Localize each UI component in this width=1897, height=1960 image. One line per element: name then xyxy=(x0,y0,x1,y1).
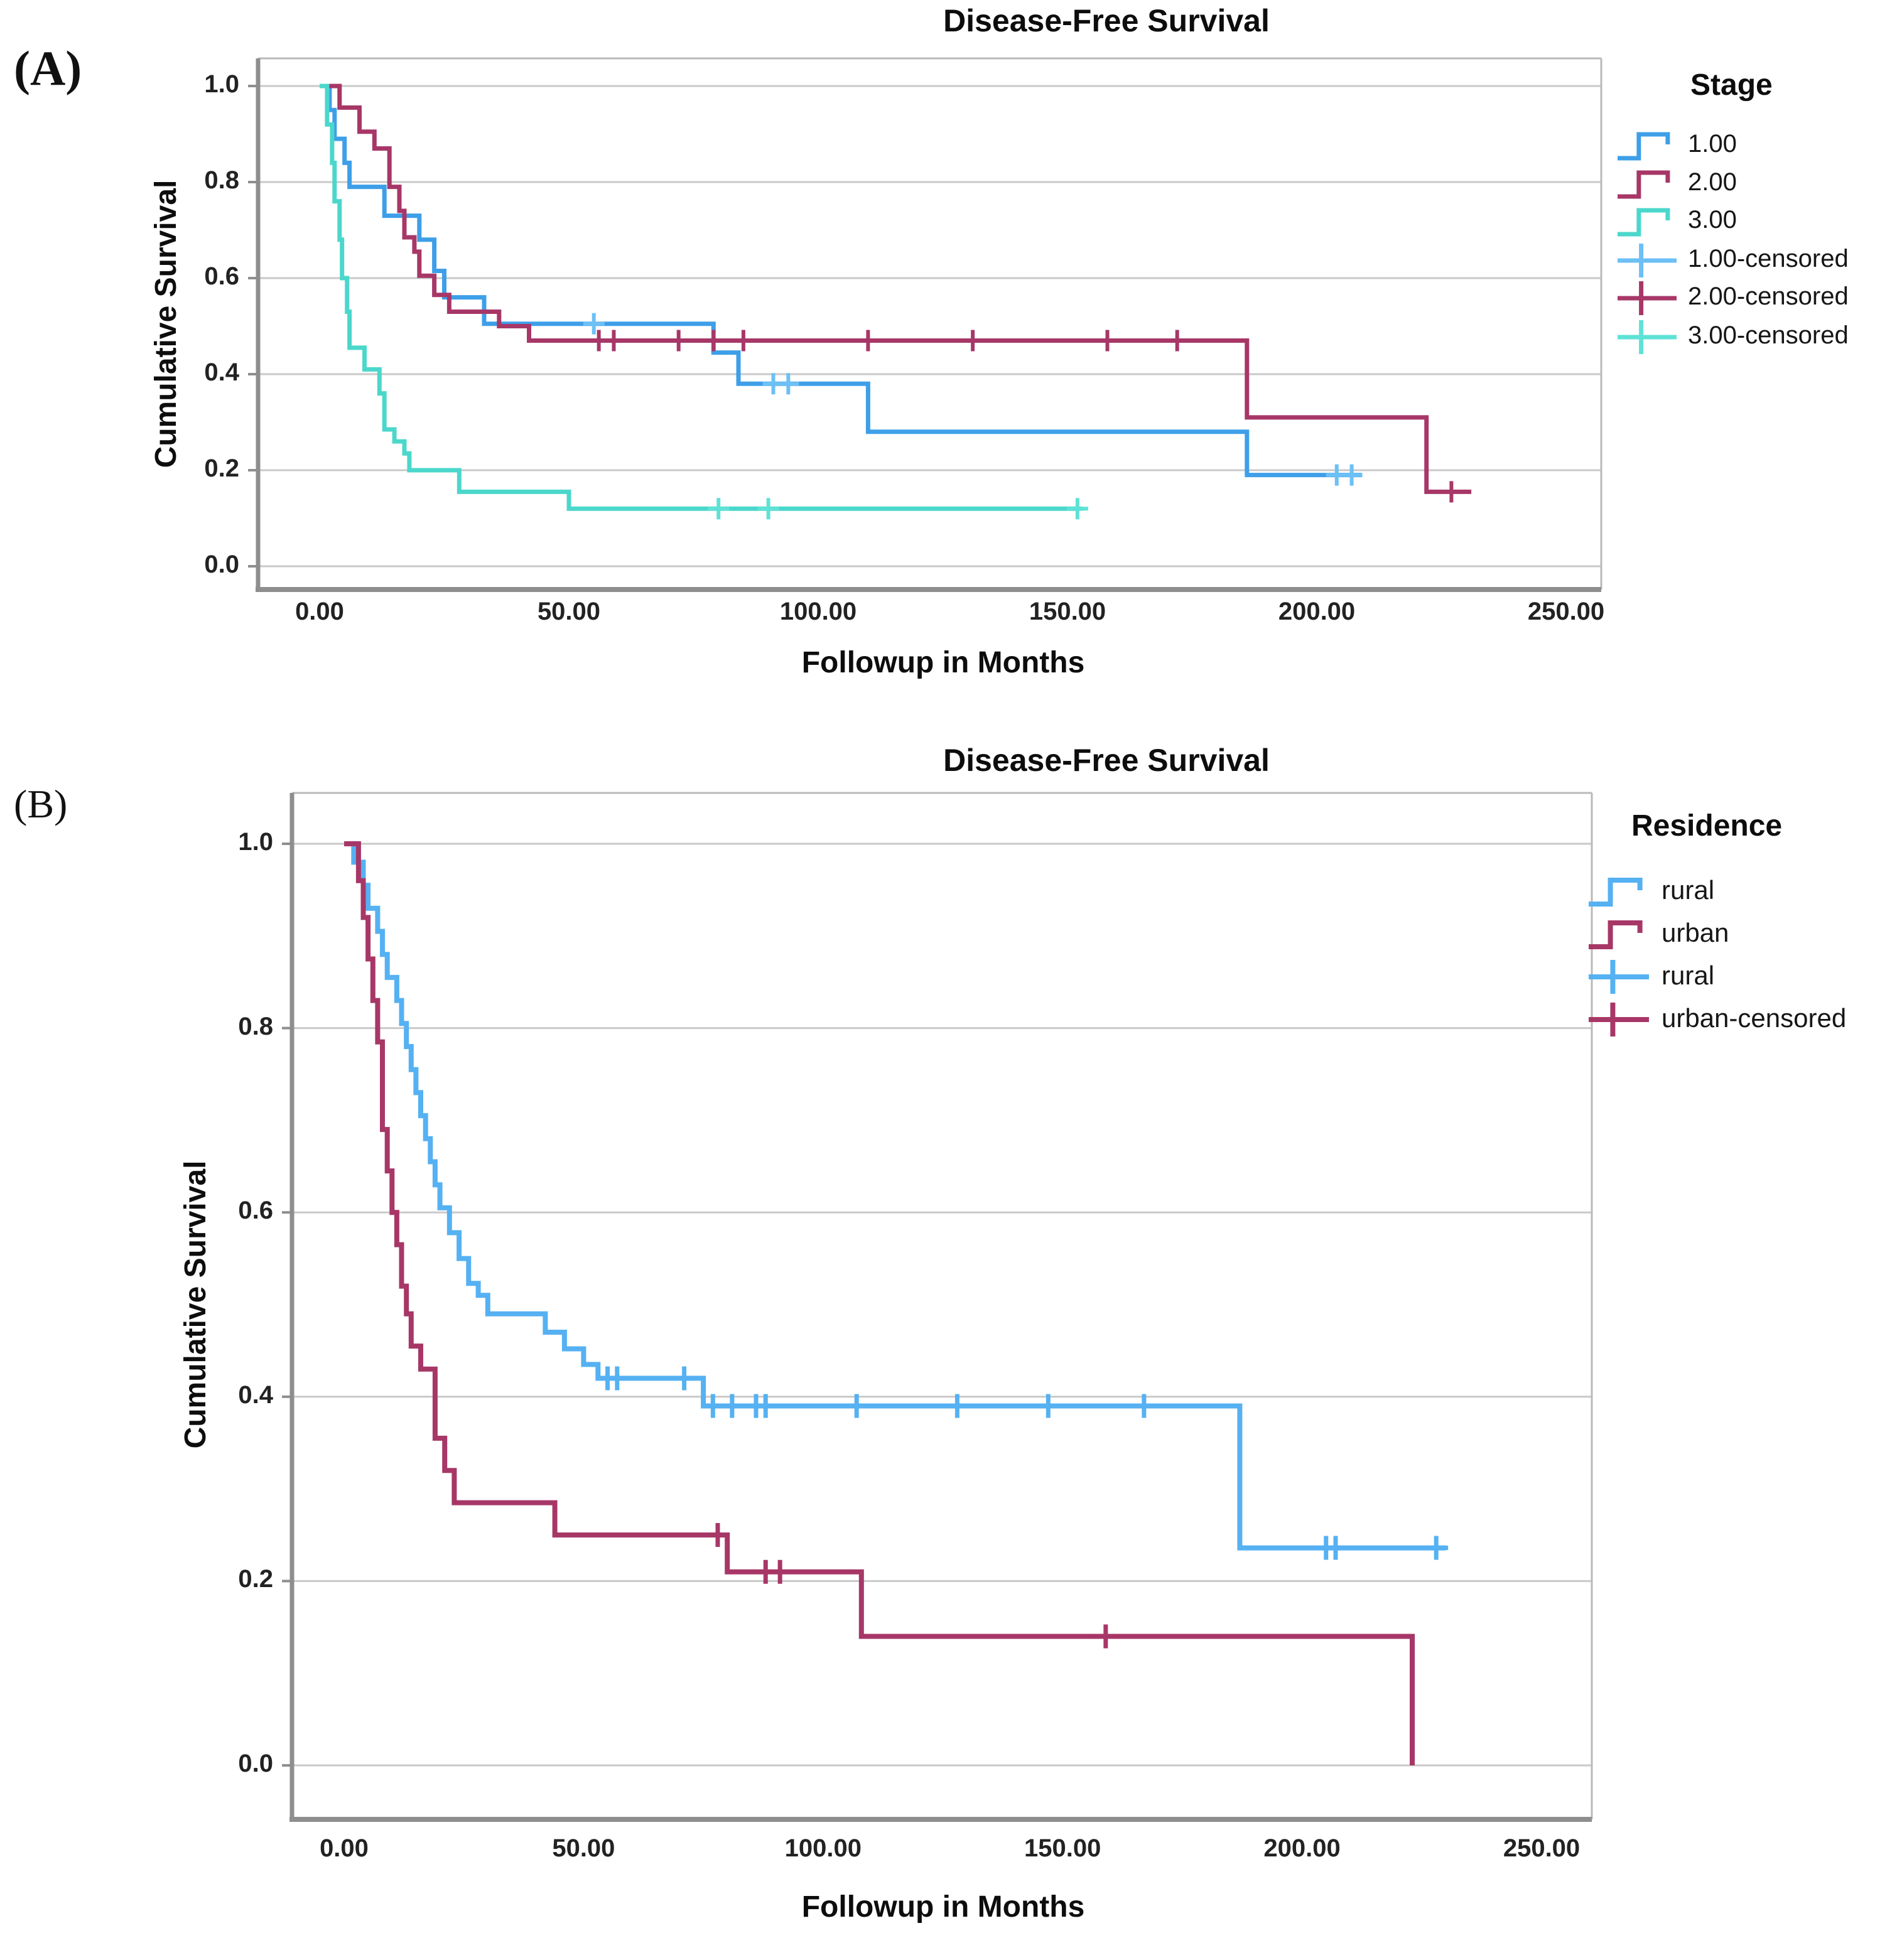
legend-item-label: rural xyxy=(1662,960,1715,990)
legend-swatch-plus-icon xyxy=(1618,244,1677,277)
survival-curve-rural xyxy=(344,841,1446,1551)
survival-curve-3.00 xyxy=(320,83,1083,511)
y-tick-label: 0.4 xyxy=(204,358,239,386)
legend-swatch-step-icon xyxy=(1589,878,1643,907)
legend-swatch-step-icon xyxy=(1618,170,1670,199)
legend-item-label: 1.00 xyxy=(1688,130,1737,158)
legend-swatch-step-icon xyxy=(1589,920,1643,949)
legend-item-label: 1.00-censored xyxy=(1688,245,1849,273)
legend-swatch-plus-icon xyxy=(1618,281,1677,315)
legend-item-label: urban-censored xyxy=(1662,1003,1847,1033)
x-tick-label: 250.00 xyxy=(1503,1834,1581,1862)
y-tick-label: 1.0 xyxy=(204,70,239,98)
y-tick-label: 0.2 xyxy=(238,1565,273,1593)
x-tick-label: 50.00 xyxy=(552,1834,615,1862)
panel-b-y-axis-label: Cumulative Survival xyxy=(179,1160,212,1449)
legend-swatch-step-icon xyxy=(1618,132,1670,161)
panel-a-legend-title: Stage xyxy=(1690,68,1773,102)
panel-a-x-axis-label: Followup in Months xyxy=(801,646,1085,679)
x-tick-label: 100.00 xyxy=(784,1834,862,1862)
legend-item-label: urban xyxy=(1662,917,1729,947)
panel-a-title: Disease-Free Survival xyxy=(943,3,1270,38)
legend-swatch-plus-icon xyxy=(1618,320,1677,354)
legend-step-line xyxy=(1618,132,1670,161)
legend-item-label: 2.00 xyxy=(1688,168,1737,197)
x-tick-label: 200.00 xyxy=(1278,598,1356,625)
x-tick-label: 0.00 xyxy=(320,1834,369,1862)
y-tick-label: 0.6 xyxy=(238,1197,273,1225)
panel-a-y-axis-label: Cumulative Survival xyxy=(149,180,183,468)
y-tick-label: 0.0 xyxy=(238,1750,273,1777)
legend-swatch-plus-icon xyxy=(1589,960,1649,994)
panel-a-label: (A) xyxy=(14,41,82,95)
legend-item-label: 3.00-censored xyxy=(1688,321,1849,350)
x-tick-label: 150.00 xyxy=(1029,598,1106,625)
legend-step-line xyxy=(1618,208,1670,237)
x-tick-label: 200.00 xyxy=(1263,1834,1341,1862)
y-tick-label: 0.8 xyxy=(238,1012,273,1040)
y-tick-label: 0.8 xyxy=(204,166,239,194)
survival-curve-urban xyxy=(344,841,1415,1765)
panel-b-legend-title: Residence xyxy=(1631,809,1783,843)
legend-step-line xyxy=(1589,920,1643,949)
y-tick-label: 0.2 xyxy=(204,455,239,482)
x-tick-label: 50.00 xyxy=(537,598,601,625)
legend-step-line xyxy=(1589,878,1643,907)
y-tick-label: 0.4 xyxy=(238,1381,273,1409)
panel-a-plot xyxy=(248,57,1602,592)
x-tick-label: 0.00 xyxy=(295,598,344,625)
x-tick-label: 100.00 xyxy=(779,598,857,625)
legend-swatch-plus-icon xyxy=(1589,1003,1649,1037)
legend-step-line xyxy=(1618,170,1670,199)
y-tick-label: 0.0 xyxy=(204,551,239,578)
panel-b-plot xyxy=(282,792,1593,1822)
panel-b-x-axis-label: Followup in Months xyxy=(801,1890,1085,1924)
panel-b-label: (B) xyxy=(14,782,68,826)
y-tick-label: 1.0 xyxy=(238,828,273,856)
y-tick-label: 0.6 xyxy=(204,262,239,290)
survival-curve-1.00 xyxy=(320,83,1362,478)
survival-curve-2.00 xyxy=(320,83,1472,494)
panel-b-title: Disease-Free Survival xyxy=(943,743,1270,778)
legend-item-label: 2.00-censored xyxy=(1688,283,1849,311)
legend-item-label: 3.00 xyxy=(1688,206,1737,234)
legend-item-label: rural xyxy=(1662,875,1715,905)
x-tick-label: 250.00 xyxy=(1527,598,1605,625)
legend-swatch-step-icon xyxy=(1618,208,1670,237)
x-tick-label: 150.00 xyxy=(1024,1834,1101,1862)
